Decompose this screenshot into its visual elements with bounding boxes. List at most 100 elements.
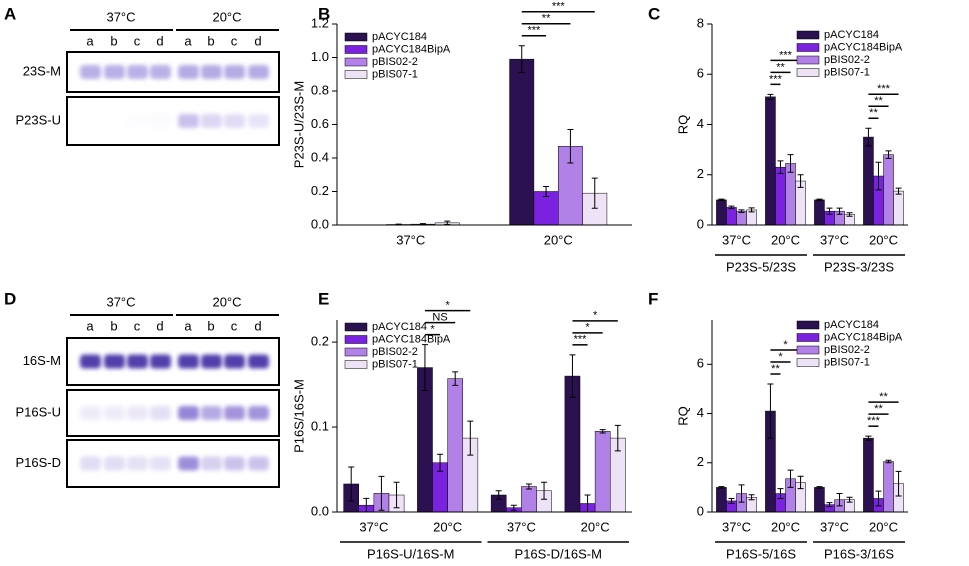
significance-label: **: [874, 95, 883, 107]
axes: [336, 320, 632, 513]
gel-band: [224, 406, 245, 420]
gel-band: [150, 406, 171, 420]
gel-band: [224, 354, 245, 369]
gel-box: [66, 389, 280, 437]
gel-band: [178, 456, 199, 471]
gel-band: [127, 406, 148, 420]
bar: [716, 199, 727, 226]
group-label: P23S-5/23S: [726, 259, 796, 274]
x-tick-label: 37°C: [359, 519, 388, 534]
significance-label: ***: [867, 415, 881, 427]
x-tick-label: 20°C: [869, 232, 898, 247]
gel-band: [150, 65, 171, 79]
legend-label: pACYC184BipA: [824, 41, 903, 53]
legend-swatch: [796, 333, 820, 342]
significance-label: *: [585, 322, 590, 334]
error-bar: [836, 493, 843, 507]
group-label: P16S-3/16S: [824, 546, 894, 561]
x-tick-label: 20°C: [544, 232, 573, 247]
error-bar: [767, 93, 774, 100]
row-label: 23S-M: [23, 63, 61, 78]
error-bar: [738, 484, 745, 503]
y-tick-label: 0.6: [311, 116, 329, 131]
significance-label: ***: [769, 73, 783, 85]
legend-label: pBIS07-1: [372, 358, 418, 370]
error-bar: [816, 198, 823, 202]
error-bar: [591, 177, 598, 209]
x-tick-label: 37°C: [507, 519, 536, 534]
gel-band: [104, 456, 125, 471]
gel-band: [248, 114, 269, 128]
group-label: P16S-D/16S-M: [515, 546, 602, 561]
y-tick-label: 1.0: [311, 49, 329, 64]
legend-label: pBIS02-2: [824, 54, 870, 66]
gel-band: [201, 114, 222, 128]
gel-band: [127, 354, 148, 369]
legend-label: pACYC184BipA: [372, 43, 451, 55]
significance-label: *: [445, 300, 450, 312]
bar: [736, 210, 747, 226]
row-label: P23S-U: [15, 112, 61, 127]
gel-band: [248, 65, 269, 79]
group-label: P16S-5/16S: [726, 546, 796, 561]
error-bar: [393, 481, 400, 509]
error-bar: [437, 453, 444, 472]
y-tick-label: 2: [697, 454, 704, 469]
legend-swatch: [796, 55, 820, 65]
significance-label: ***: [527, 25, 541, 37]
legend-label: pBIS07-1: [824, 66, 870, 78]
y-tick-label: 4: [697, 405, 704, 420]
error-bar: [797, 174, 804, 188]
gel-band: [104, 406, 125, 420]
error-bar: [748, 494, 755, 501]
bar: [521, 486, 537, 513]
legend-swatch: [344, 322, 368, 332]
row-label: P16S-D: [15, 455, 61, 470]
significance-label: ***: [574, 334, 588, 346]
row-label: 16S-M: [23, 353, 61, 368]
panel-label: D: [4, 289, 16, 308]
gel-band: [224, 114, 245, 128]
error-bar: [826, 502, 833, 508]
y-tick-label: 4: [697, 116, 704, 131]
legend-label: pACYC184: [824, 29, 879, 41]
error-bar: [348, 466, 355, 502]
gel-band: [178, 406, 199, 420]
x-tick-label: 37°C: [820, 519, 849, 534]
error-bar: [738, 209, 745, 213]
row-label: P16S-U: [15, 404, 61, 419]
gel-box: [66, 337, 280, 386]
error-bar: [885, 459, 892, 464]
legend-swatch: [344, 360, 368, 369]
bar: [893, 190, 904, 226]
error-bar: [875, 161, 882, 191]
y-tick-label: 0: [697, 216, 704, 231]
y-tick-label: 8: [697, 15, 704, 30]
significance-label: ***: [779, 49, 793, 61]
legend-label: pBIS02-2: [372, 56, 418, 68]
y-tick-label: 1.2: [311, 15, 329, 30]
panel-label: E: [318, 289, 329, 308]
legend-label: pBIS07-1: [824, 356, 870, 368]
axes: [336, 24, 632, 226]
gel-band: [201, 354, 222, 369]
error-bar: [525, 483, 532, 490]
gel-band: [248, 354, 269, 369]
error-bar: [865, 435, 872, 441]
error-bar: [846, 212, 853, 217]
error-bar: [767, 383, 774, 439]
y-axis-label: P16S/16S-M: [291, 379, 306, 453]
bar: [594, 431, 611, 513]
legend-swatch: [796, 320, 820, 330]
gel-band: [80, 354, 101, 369]
lane-label: b: [207, 33, 214, 48]
error-bar: [895, 187, 902, 195]
lane-label: b: [110, 33, 117, 48]
legend-swatch: [796, 358, 820, 367]
gel-box: [66, 96, 280, 146]
y-axis-label: RQ: [675, 406, 690, 426]
error-bar: [718, 486, 725, 489]
y-tick-label: 6: [697, 66, 704, 81]
error-bar: [875, 490, 882, 507]
bar: [716, 487, 727, 513]
